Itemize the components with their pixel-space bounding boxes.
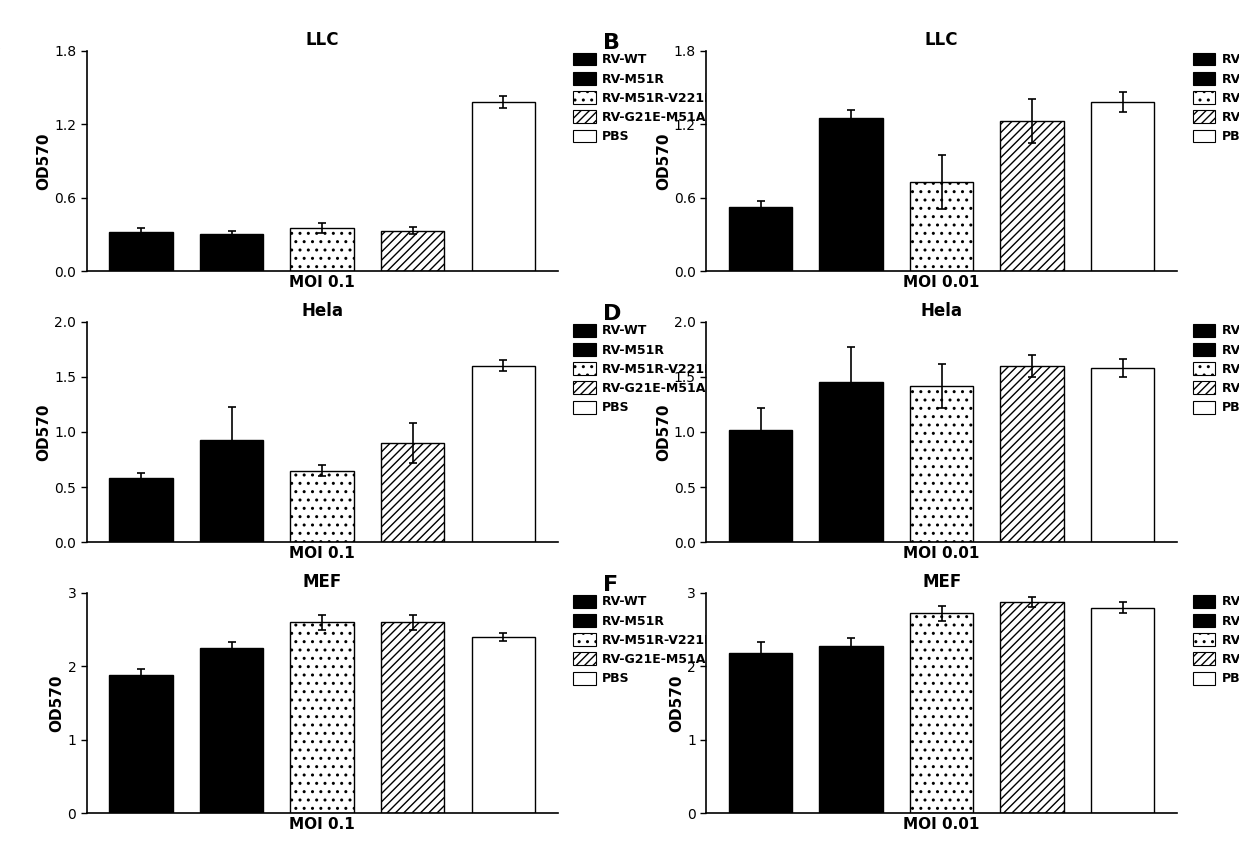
Text: F: F [602, 575, 618, 595]
Bar [109, 479, 172, 542]
Bar [109, 232, 172, 271]
Bar [1092, 102, 1155, 271]
Legend: RV-WT, RV-M51R, RV-M51R-V221F-G226R, RV-G21E-M51A-L111F-V221F, PBS: RV-WT, RV-M51R, RV-M51R-V221F-G226R, RV-… [574, 324, 803, 414]
Bar [290, 228, 354, 271]
Bar [1092, 368, 1155, 542]
Bar [909, 385, 974, 542]
Y-axis label: OD570: OD570 [36, 403, 52, 461]
X-axis label: MOI 0.1: MOI 0.1 [289, 817, 356, 833]
Text: D: D [602, 304, 621, 324]
Bar [819, 383, 882, 542]
Legend: RV-WT, RV-M51R, RV-M51R-V221F-G226R, RV-G21E-M51A-L111F-V221F, PBS: RV-WT, RV-M51R, RV-M51R-V221F-G226R, RV-… [1193, 324, 1239, 414]
Bar [290, 623, 354, 813]
Bar [1092, 607, 1155, 813]
X-axis label: MOI 0.01: MOI 0.01 [903, 546, 980, 562]
Bar [909, 613, 974, 813]
Bar [1001, 366, 1064, 542]
Y-axis label: OD570: OD570 [655, 132, 670, 190]
Legend: RV-WT, RV-M51R, RV-M51R-V221F-G226R, RV-G21E-M51A-L111F-V221F, PBS: RV-WT, RV-M51R, RV-M51R-V221F-G226R, RV-… [574, 595, 803, 685]
Bar [819, 645, 882, 813]
X-axis label: MOI 0.1: MOI 0.1 [289, 275, 356, 291]
Bar [382, 623, 445, 813]
Bar [199, 235, 264, 271]
Bar [729, 208, 792, 271]
Bar [1001, 601, 1064, 813]
Bar [382, 443, 445, 542]
Bar [109, 675, 172, 813]
Bar [290, 471, 354, 542]
Bar [472, 366, 535, 542]
Title: MEF: MEF [922, 573, 961, 591]
Title: Hela: Hela [921, 302, 963, 320]
Y-axis label: OD570: OD570 [50, 674, 64, 732]
X-axis label: MOI 0.1: MOI 0.1 [289, 546, 356, 562]
Bar [199, 648, 264, 813]
Legend: RV-WT, RV-M51R, RV-M51R-V221F-G226R, RV-G21E-M51A-L111F-V221F, PBS: RV-WT, RV-M51R, RV-M51R-V221F-G226R, RV-… [1193, 53, 1239, 143]
X-axis label: MOI 0.01: MOI 0.01 [903, 275, 980, 291]
Bar [472, 102, 535, 271]
Text: B: B [602, 33, 620, 53]
Bar [382, 230, 445, 271]
Title: Hela: Hela [301, 302, 343, 320]
Bar [199, 440, 264, 542]
Y-axis label: OD570: OD570 [655, 403, 672, 461]
Bar [472, 637, 535, 813]
Y-axis label: OD570: OD570 [669, 674, 684, 732]
Legend: RV-WT, RV-M51R, RV-M51R-V221F-G226R, RV-G21E-M51A-L111F-V221F, PBS: RV-WT, RV-M51R, RV-M51R-V221F-G226R, RV-… [574, 53, 803, 143]
Bar [1001, 120, 1064, 271]
Y-axis label: OD570: OD570 [36, 132, 51, 190]
Title: MEF: MEF [302, 573, 342, 591]
Title: LLC: LLC [924, 31, 959, 49]
Bar [729, 429, 792, 542]
X-axis label: MOI 0.01: MOI 0.01 [903, 817, 980, 833]
Bar [819, 118, 882, 271]
Legend: RV-WT, RV-M51R, RV-M51R-V221F-G226R, RV-G21E-M51A-L111F-V221F, PBS: RV-WT, RV-M51R, RV-M51R-V221F-G226R, RV-… [1193, 595, 1239, 685]
Title: LLC: LLC [305, 31, 339, 49]
Bar [729, 653, 792, 813]
Bar [909, 182, 974, 271]
